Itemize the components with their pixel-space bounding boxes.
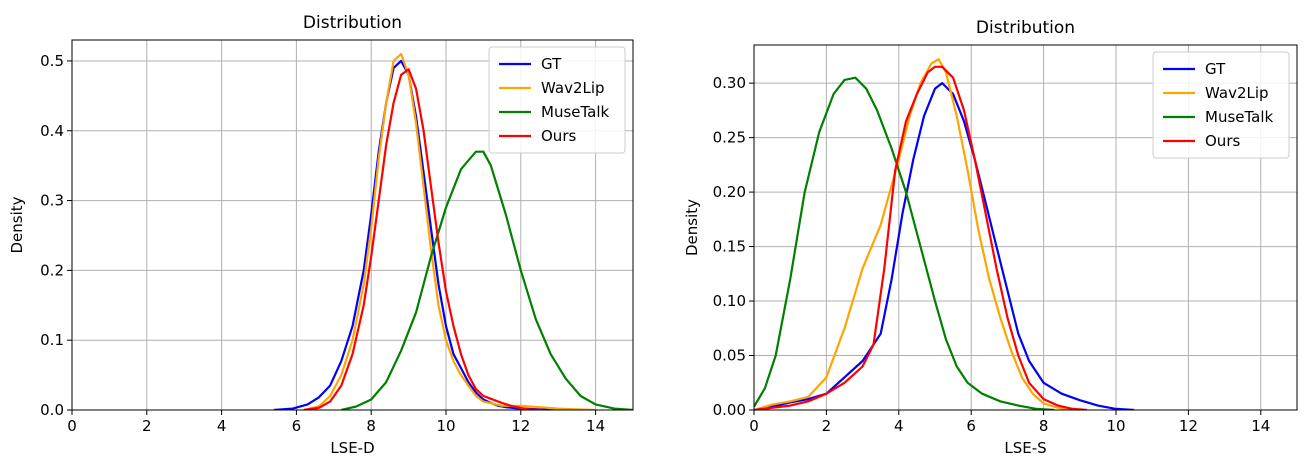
- chart-2: 0 2 4 6 8 10 12 14 0.00 0.05 0.10 0.15 0.20 0.25 0.30 D…: [683, 18, 1298, 457]
- legend-label: Ours: [541, 127, 576, 145]
- y-tick-label: 0.4: [40, 122, 64, 140]
- y-tick-label: 0.0: [40, 401, 64, 419]
- legend-label: Wav2Lip: [1205, 84, 1269, 102]
- x-tick-label: 4: [217, 417, 227, 435]
- y-tick-label: 0.5: [40, 52, 64, 70]
- y-tick-label: 0.20: [713, 183, 746, 201]
- x-tick-label: 14: [586, 417, 605, 435]
- y-tick-label: 0.05: [713, 347, 746, 365]
- y-tick-label: 0.30: [713, 74, 746, 92]
- x-axis-label: LSE-S: [1004, 439, 1046, 457]
- x-tick-label: 6: [292, 417, 302, 435]
- legend-box: [1152, 51, 1290, 159]
- x-tick-label: 2: [822, 417, 832, 435]
- y-axis-label: Density: [683, 199, 701, 256]
- y-tick-label: 0.15: [713, 238, 746, 256]
- x-tick-label: 8: [366, 417, 376, 435]
- legend: GT Wav2Lip MuseTalk Ours: [488, 46, 626, 154]
- series-line-musetalk: [754, 76, 1055, 410]
- legend-label: MuseTalk: [1205, 108, 1274, 126]
- x-tick-label: 4: [894, 417, 904, 435]
- y-tick-label: 0.10: [713, 292, 746, 310]
- legend-label: Ours: [1205, 132, 1240, 150]
- x-tick-label: 2: [142, 417, 152, 435]
- plot-frame: [71, 39, 634, 411]
- legend: GT Wav2Lip MuseTalk Ours: [1152, 51, 1290, 159]
- x-tick-label: 8: [1039, 417, 1049, 435]
- series-line-wav2lip: [754, 58, 1073, 410]
- x-axis-label: LSE-D: [330, 439, 374, 457]
- legend-label: Wav2Lip: [541, 79, 605, 97]
- x-tick-label: 12: [511, 417, 530, 435]
- chart-1: 0 2 4 6 8 10 12 14 0.0 0.1 0.2 0.3 0.4 0.5 Distributio…: [8, 13, 634, 457]
- legend-label: GT: [1205, 60, 1226, 78]
- series-line-ours: [303, 68, 544, 410]
- y-tick-label: 0.00: [713, 401, 746, 419]
- series-line-ours: [754, 65, 1088, 410]
- chart-title: Distribution: [976, 18, 1075, 38]
- y-axis-label: Density: [8, 196, 26, 253]
- y-tick-label: 0.25: [713, 129, 746, 147]
- series-line-musetalk: [341, 150, 633, 410]
- y-tick-label: 0.1: [40, 331, 64, 349]
- series-line-gt: [754, 81, 1135, 410]
- x-tick-label: 10: [1106, 417, 1125, 435]
- x-tick-label: 6: [966, 417, 976, 435]
- legend-box: [488, 46, 626, 154]
- x-tick-label: 10: [436, 417, 455, 435]
- y-tick-label: 0.3: [40, 192, 64, 210]
- x-tick-label: 0: [67, 417, 77, 435]
- x-tick-label: 14: [1251, 417, 1270, 435]
- chart-title: Distribution: [303, 13, 402, 33]
- plot-frame: [753, 44, 1298, 411]
- x-tick-label: 12: [1179, 417, 1198, 435]
- y-tick-label: 0.2: [40, 261, 64, 279]
- x-tick-label: 0: [749, 417, 759, 435]
- legend-label: GT: [541, 55, 562, 73]
- legend-label: MuseTalk: [541, 103, 610, 121]
